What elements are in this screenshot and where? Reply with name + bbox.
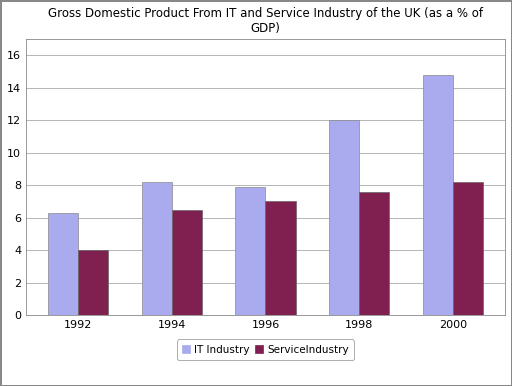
Legend: IT Industry, ServiceIndustry: IT Industry, ServiceIndustry: [177, 339, 354, 360]
Bar: [329, 120, 359, 315]
Bar: [48, 213, 78, 315]
Bar: [266, 201, 295, 315]
Bar: [142, 182, 172, 315]
Bar: [236, 187, 266, 315]
Bar: [78, 250, 108, 315]
Title: Gross Domestic Product From IT and Service Industry of the UK (as a % of
GDP): Gross Domestic Product From IT and Servi…: [48, 7, 483, 35]
Bar: [423, 74, 453, 315]
Bar: [359, 192, 390, 315]
Bar: [172, 210, 202, 315]
Bar: [453, 182, 483, 315]
